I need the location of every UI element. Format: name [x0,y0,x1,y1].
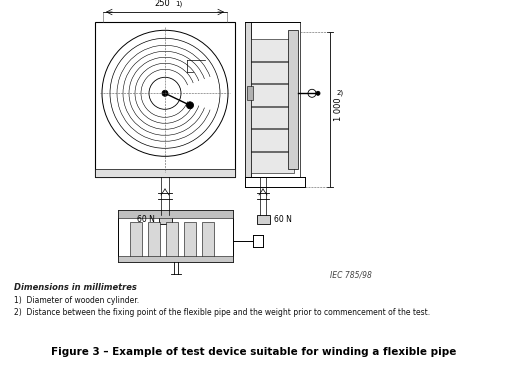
Bar [166,222,178,258]
Text: 2)  Distance between the fixing point of the flexible pipe and the weight prior : 2) Distance between the fixing point of … [14,308,430,317]
Bar [251,151,294,173]
Bar [148,222,160,258]
Text: 2): 2) [336,89,343,96]
Bar [95,22,235,177]
Bar [184,222,196,258]
Bar [251,39,294,61]
Text: IEC 785/98: IEC 785/98 [330,270,372,279]
Bar [257,215,270,224]
Text: Dimensions in millimetres: Dimensions in millimetres [14,283,137,292]
Bar [251,129,294,150]
Bar [118,256,233,262]
Text: 1 000: 1 000 [334,98,343,121]
Text: 250: 250 [154,0,170,8]
Text: 60 N: 60 N [137,215,154,224]
Bar [118,210,233,262]
Bar [247,86,253,100]
Bar [251,84,294,105]
Text: 1): 1) [175,0,182,7]
Bar [251,61,294,83]
Bar [95,169,235,177]
Bar [130,222,142,258]
Bar [245,22,251,177]
Bar [251,107,294,128]
Bar [202,222,214,258]
Circle shape [162,90,168,96]
Bar [118,210,233,218]
Bar [158,215,172,224]
Bar [288,30,298,169]
Text: 1)  Diameter of wooden cylinder.: 1) Diameter of wooden cylinder. [14,296,139,305]
Text: Figure 3 – Example of test device suitable for winding a flexible pipe: Figure 3 – Example of test device suitab… [51,347,457,357]
Circle shape [186,102,194,109]
Text: 60 N: 60 N [273,215,292,224]
Circle shape [316,91,320,95]
